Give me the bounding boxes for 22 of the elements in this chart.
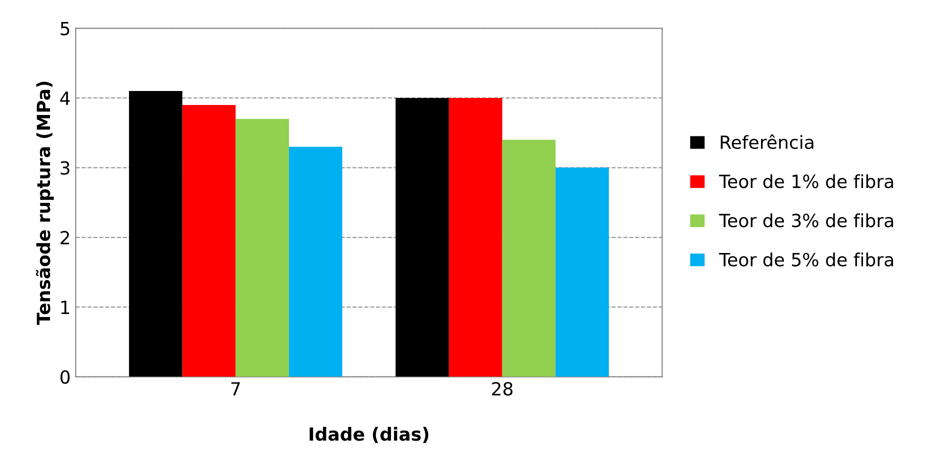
y-axis-title: Tensãode ruptura (MPa): [36, 82, 54, 325]
bar: [502, 140, 556, 377]
x-tick-label: 7: [231, 382, 240, 396]
bar: [288, 146, 342, 377]
bar: [129, 90, 182, 377]
bar: [236, 118, 289, 377]
y-tick-label: 1: [61, 300, 70, 314]
y-tick-label: 4: [60, 92, 70, 105]
legend-label: Referência: [720, 134, 814, 150]
bar: [556, 168, 609, 377]
y-tick-label: 3: [60, 161, 70, 175]
y-tick-label: 5: [60, 22, 70, 36]
legend-label: Teor de 3% de fibra: [719, 213, 894, 228]
x-tick-label: 28: [492, 382, 512, 396]
bar: [182, 104, 236, 377]
y-tick-label: 0: [60, 370, 70, 384]
bar: [396, 98, 449, 377]
legend-label: Teor de 1% de fibra: [719, 174, 894, 188]
legend-label: Teor de 5% de fibra: [719, 252, 894, 266]
x-axis-title: Idade (dias): [310, 426, 428, 444]
y-tick-label: 2: [60, 230, 70, 244]
bar: [448, 98, 502, 377]
